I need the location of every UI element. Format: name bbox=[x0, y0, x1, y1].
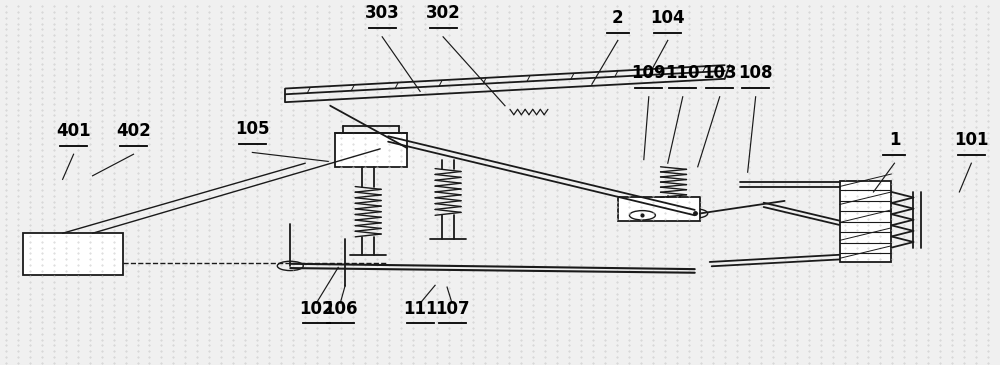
Text: 101: 101 bbox=[954, 131, 989, 149]
Text: 1: 1 bbox=[889, 131, 900, 149]
Text: 107: 107 bbox=[435, 300, 469, 318]
Bar bbox=[618, 197, 700, 221]
Text: 2: 2 bbox=[612, 9, 624, 27]
Text: 108: 108 bbox=[738, 64, 773, 82]
Text: 111: 111 bbox=[403, 300, 437, 318]
Text: 402: 402 bbox=[116, 122, 151, 140]
Text: 303: 303 bbox=[365, 4, 400, 22]
Text: 302: 302 bbox=[426, 4, 460, 22]
Text: 109: 109 bbox=[631, 64, 666, 82]
Text: 104: 104 bbox=[650, 9, 685, 27]
Text: 102: 102 bbox=[299, 300, 334, 318]
Bar bbox=[840, 181, 891, 262]
Text: 401: 401 bbox=[56, 122, 91, 140]
Text: 110: 110 bbox=[665, 64, 700, 82]
Bar bbox=[335, 133, 407, 167]
Text: 105: 105 bbox=[235, 120, 270, 138]
Text: 106: 106 bbox=[323, 300, 357, 318]
Bar bbox=[23, 233, 123, 274]
Text: 103: 103 bbox=[702, 64, 737, 82]
